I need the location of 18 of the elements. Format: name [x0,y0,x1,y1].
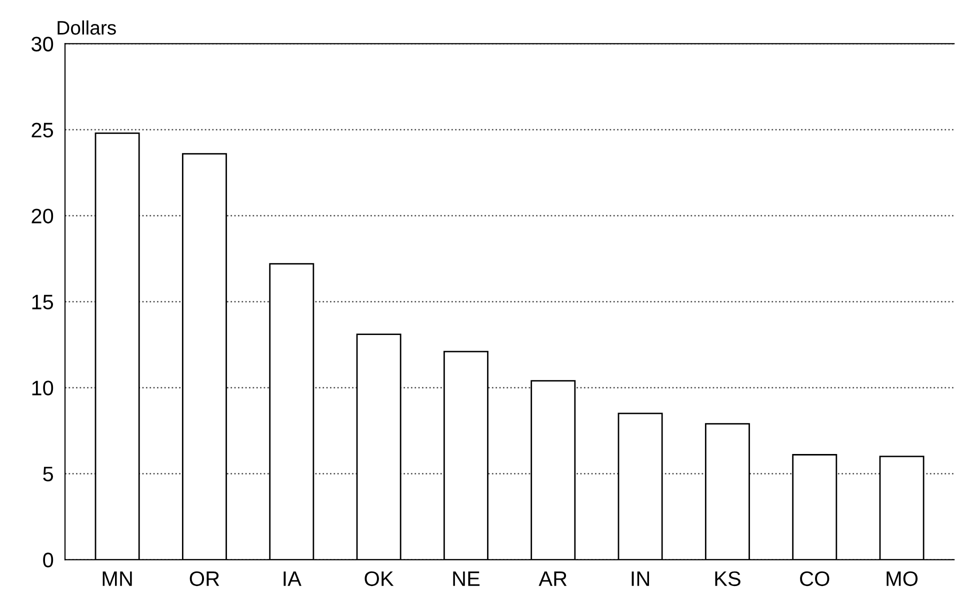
y-tick-label: 0 [43,552,54,568]
y-tick-label: 15 [32,294,54,310]
x-tick-label: AR [538,572,567,586]
x-tick-label: NE [453,572,480,586]
y-axis-title: Dollars [58,20,116,35]
x-tick-label: MO [886,571,918,586]
y-tick-label: 5 [43,466,54,482]
x-tick-label: IA [284,572,302,586]
y-tick-label: 20 [32,208,54,224]
x-tick-label: OR [190,571,220,586]
x-tick-label: MN [102,572,132,586]
x-tick-label: KS [715,571,740,586]
y-tick-label: 30 [32,36,54,52]
x-tick-label: IN [632,572,650,586]
x-tick-label: OK [364,571,394,586]
y-tick-label: 25 [32,122,54,138]
x-tick-label: CO [800,571,830,586]
y-tick-label: 10 [32,380,54,396]
